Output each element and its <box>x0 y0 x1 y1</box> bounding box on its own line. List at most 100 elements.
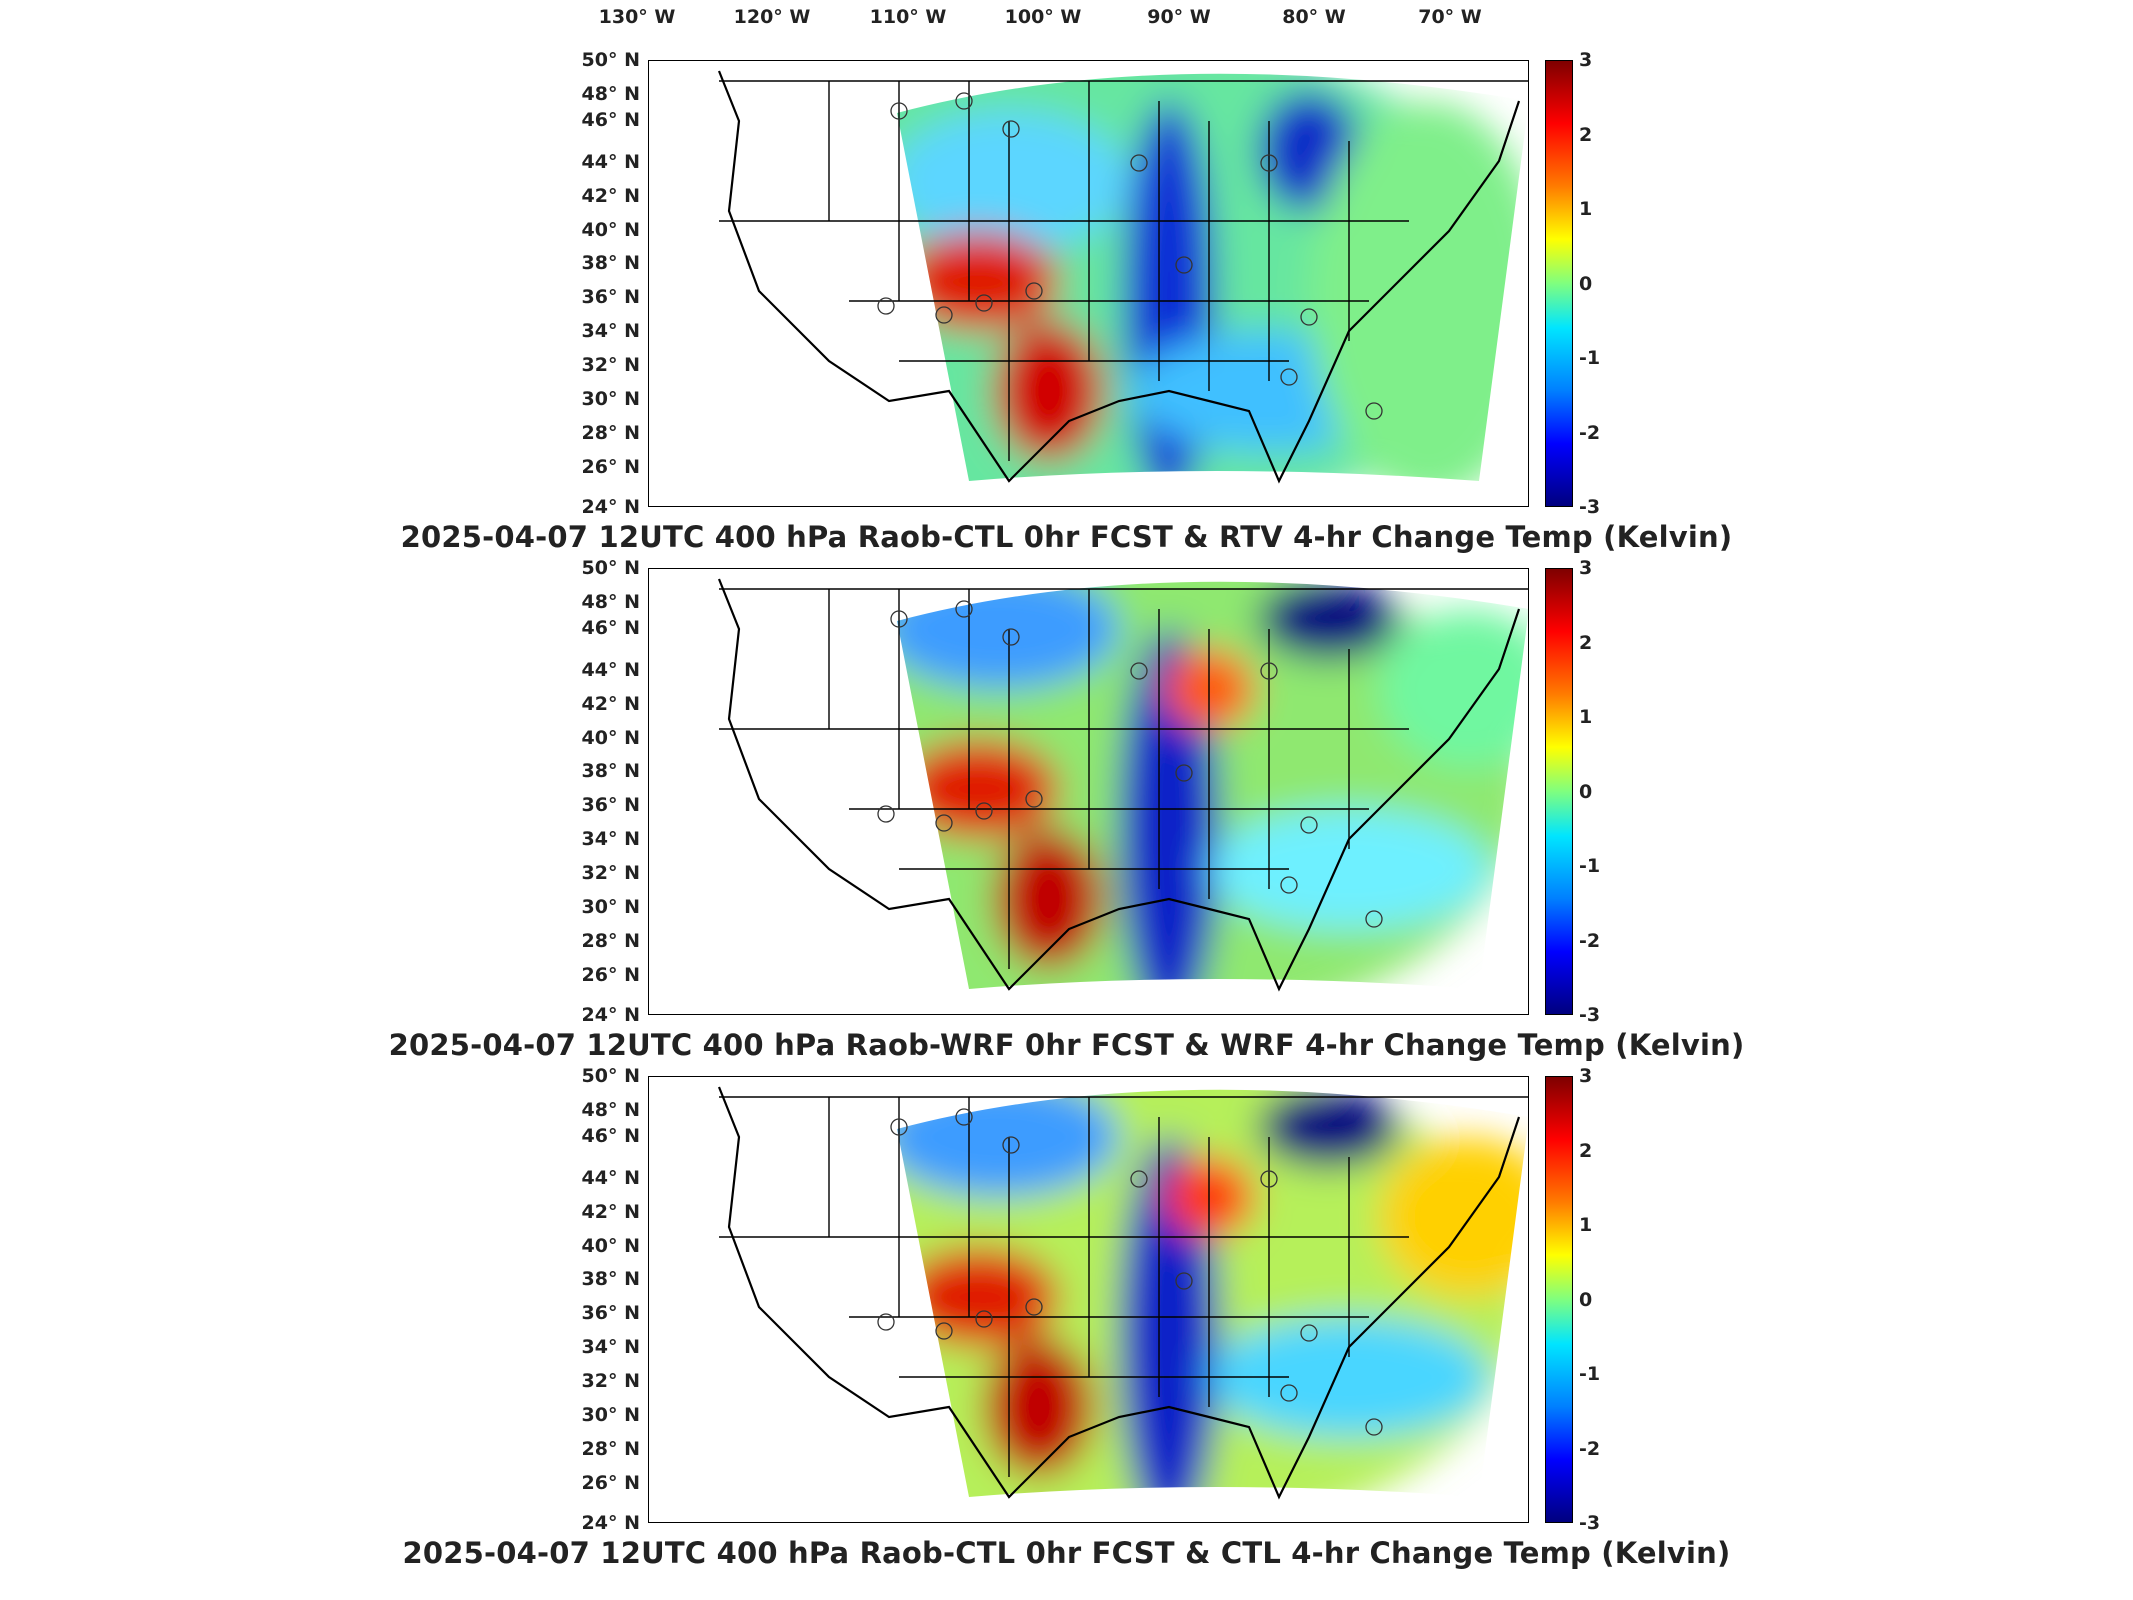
latitude-tick-label: 30° N <box>581 1404 640 1426</box>
raob-station-marker <box>975 1310 993 1328</box>
latitude-tick-label: 26° N <box>581 964 640 986</box>
raob-station-marker <box>1300 816 1318 834</box>
longitude-tick-label: 80° W <box>1282 6 1346 28</box>
raob-station-marker <box>1365 402 1383 420</box>
longitude-tick-label: 90° W <box>1147 6 1211 28</box>
latitude-tick-label: 42° N <box>581 1201 640 1223</box>
raob-station-marker <box>1280 368 1298 386</box>
latitude-tick-label: 50° N <box>581 557 640 579</box>
colorbar-tick-label: -2 <box>1579 1437 1601 1460</box>
colorbar-tick-label: -2 <box>1579 421 1601 444</box>
raob-station-marker <box>955 600 973 618</box>
raob-station-marker <box>1260 154 1278 172</box>
latitude-tick-label: 36° N <box>581 1302 640 1324</box>
longitude-tick-label: 110° W <box>869 6 947 28</box>
colorbar-tick-label: 1 <box>1579 706 1593 728</box>
anomaly-region <box>984 1337 1094 1477</box>
latitude-tick-label: 32° N <box>581 354 640 376</box>
latitude-tick-label: 38° N <box>581 1268 640 1290</box>
longitude-axis: 130° W 120° W 110° W 100° W 90° W 80° W 70° W <box>0 0 2133 40</box>
longitude-tick-label: 130° W <box>598 6 676 28</box>
anomaly-region <box>1259 1089 1399 1167</box>
colorbar-tick-label: 0 <box>1579 272 1593 295</box>
latitude-tick-label: 40° N <box>581 219 640 241</box>
latitude-tick-label: 34° N <box>581 320 640 342</box>
latitude-tick-label: 24° N <box>581 1512 640 1534</box>
raob-station-marker <box>955 92 973 110</box>
latitude-tick-label: 32° N <box>581 862 640 884</box>
colorbar-tick-label: 0 <box>1579 1288 1593 1311</box>
map-graphic <box>717 1086 1528 1500</box>
colorbar-tick-label: -3 <box>1579 496 1601 518</box>
map-graphic <box>717 70 1528 484</box>
raob-station-marker <box>1365 1418 1383 1436</box>
colorbar <box>1545 1076 1573 1523</box>
raob-station-marker <box>935 1322 953 1340</box>
latitude-tick-label: 46° N <box>581 617 640 639</box>
latitude-tick-label: 48° N <box>581 1099 640 1121</box>
raob-station-marker <box>975 802 993 820</box>
raob-station-marker <box>1002 1136 1020 1154</box>
raob-station-marker <box>955 1108 973 1126</box>
raob-station-marker <box>1300 1324 1318 1342</box>
raob-station-marker <box>1280 1384 1298 1402</box>
latitude-tick-label: 28° N <box>581 1438 640 1460</box>
colorbar-tick-label: 0 <box>1579 780 1593 803</box>
raob-station-marker <box>1175 764 1193 782</box>
latitude-tick-label: 42° N <box>581 185 640 207</box>
colorbar-tick-label: -3 <box>1579 1512 1601 1534</box>
latitude-tick-label: 44° N <box>581 659 640 681</box>
longitude-tick-label: 70° W <box>1418 6 1482 28</box>
latitude-tick-label: 28° N <box>581 930 640 952</box>
latitude-tick-label: 34° N <box>581 1336 640 1358</box>
longitude-tick-label: 100° W <box>1004 6 1082 28</box>
anomaly-region <box>994 829 1104 969</box>
map-panel-wrf: 50° N 48° N 46° N 44° N 42° N 40° N 38° N 36° N… <box>0 557 2133 1068</box>
raob-station-marker <box>935 814 953 832</box>
latitude-tick-label: 44° N <box>581 151 640 173</box>
panel-title: 2025-04-07 12UTC 400 hPa Raob-CTL 0hr FC… <box>402 1536 1731 1570</box>
panel-title: 2025-04-07 12UTC 400 hPa Raob-WRF 0hr FC… <box>388 1028 1745 1062</box>
raob-station-marker <box>890 1118 908 1136</box>
latitude-tick-label: 42° N <box>581 693 640 715</box>
raob-station-marker <box>1260 662 1278 680</box>
coastline <box>717 70 1521 484</box>
anomaly-region <box>994 321 1104 461</box>
state-borders <box>719 588 1528 969</box>
colorbar-tick-label: 3 <box>1579 1065 1593 1087</box>
latitude-tick-label: 34° N <box>581 828 640 850</box>
colorbar-tick-label: -2 <box>1579 929 1601 952</box>
colorbar-tick-label: -1 <box>1579 347 1601 369</box>
anomaly-region <box>897 581 1119 689</box>
anomaly-region <box>1259 581 1399 659</box>
raob-station-marker <box>877 1313 895 1331</box>
latitude-tick-label: 38° N <box>581 760 640 782</box>
map-graphic <box>717 578 1528 992</box>
raob-station-marker <box>1002 120 1020 138</box>
colorbar-tick-label: 1 <box>1579 198 1593 220</box>
latitude-tick-label: 36° N <box>581 794 640 816</box>
anomaly-region <box>1209 809 1489 929</box>
raob-station-marker <box>1130 1170 1148 1188</box>
anomaly-region <box>897 1089 1119 1197</box>
raob-station-marker <box>1025 282 1043 300</box>
map-panel-rtv: 50° N 48° N 46° N 44° N 42° N 40° N 38° N 36° N… <box>0 49 2133 560</box>
colorbar-tick-label: 2 <box>1579 631 1593 654</box>
colorbar-tick-label: 2 <box>1579 123 1593 146</box>
temperature-field <box>897 73 1528 482</box>
raob-station-marker <box>890 102 908 120</box>
raob-station-marker <box>975 294 993 312</box>
latitude-tick-label: 44° N <box>581 1167 640 1189</box>
colorbar-tick-label: -1 <box>1579 1363 1601 1385</box>
raob-station-marker <box>1025 1298 1043 1316</box>
latitude-tick-label: 24° N <box>581 1004 640 1026</box>
latitude-tick-label: 46° N <box>581 109 640 131</box>
colorbar-tick-label: 1 <box>1579 1214 1593 1236</box>
latitude-tick-label: 46° N <box>581 1125 640 1147</box>
state-borders <box>719 80 1528 461</box>
longitude-tick-label: 120° W <box>733 6 811 28</box>
state-borders <box>719 1096 1528 1477</box>
latitude-tick-label: 36° N <box>581 286 640 308</box>
raob-station-marker <box>1025 790 1043 808</box>
latitude-tick-label: 40° N <box>581 1235 640 1257</box>
